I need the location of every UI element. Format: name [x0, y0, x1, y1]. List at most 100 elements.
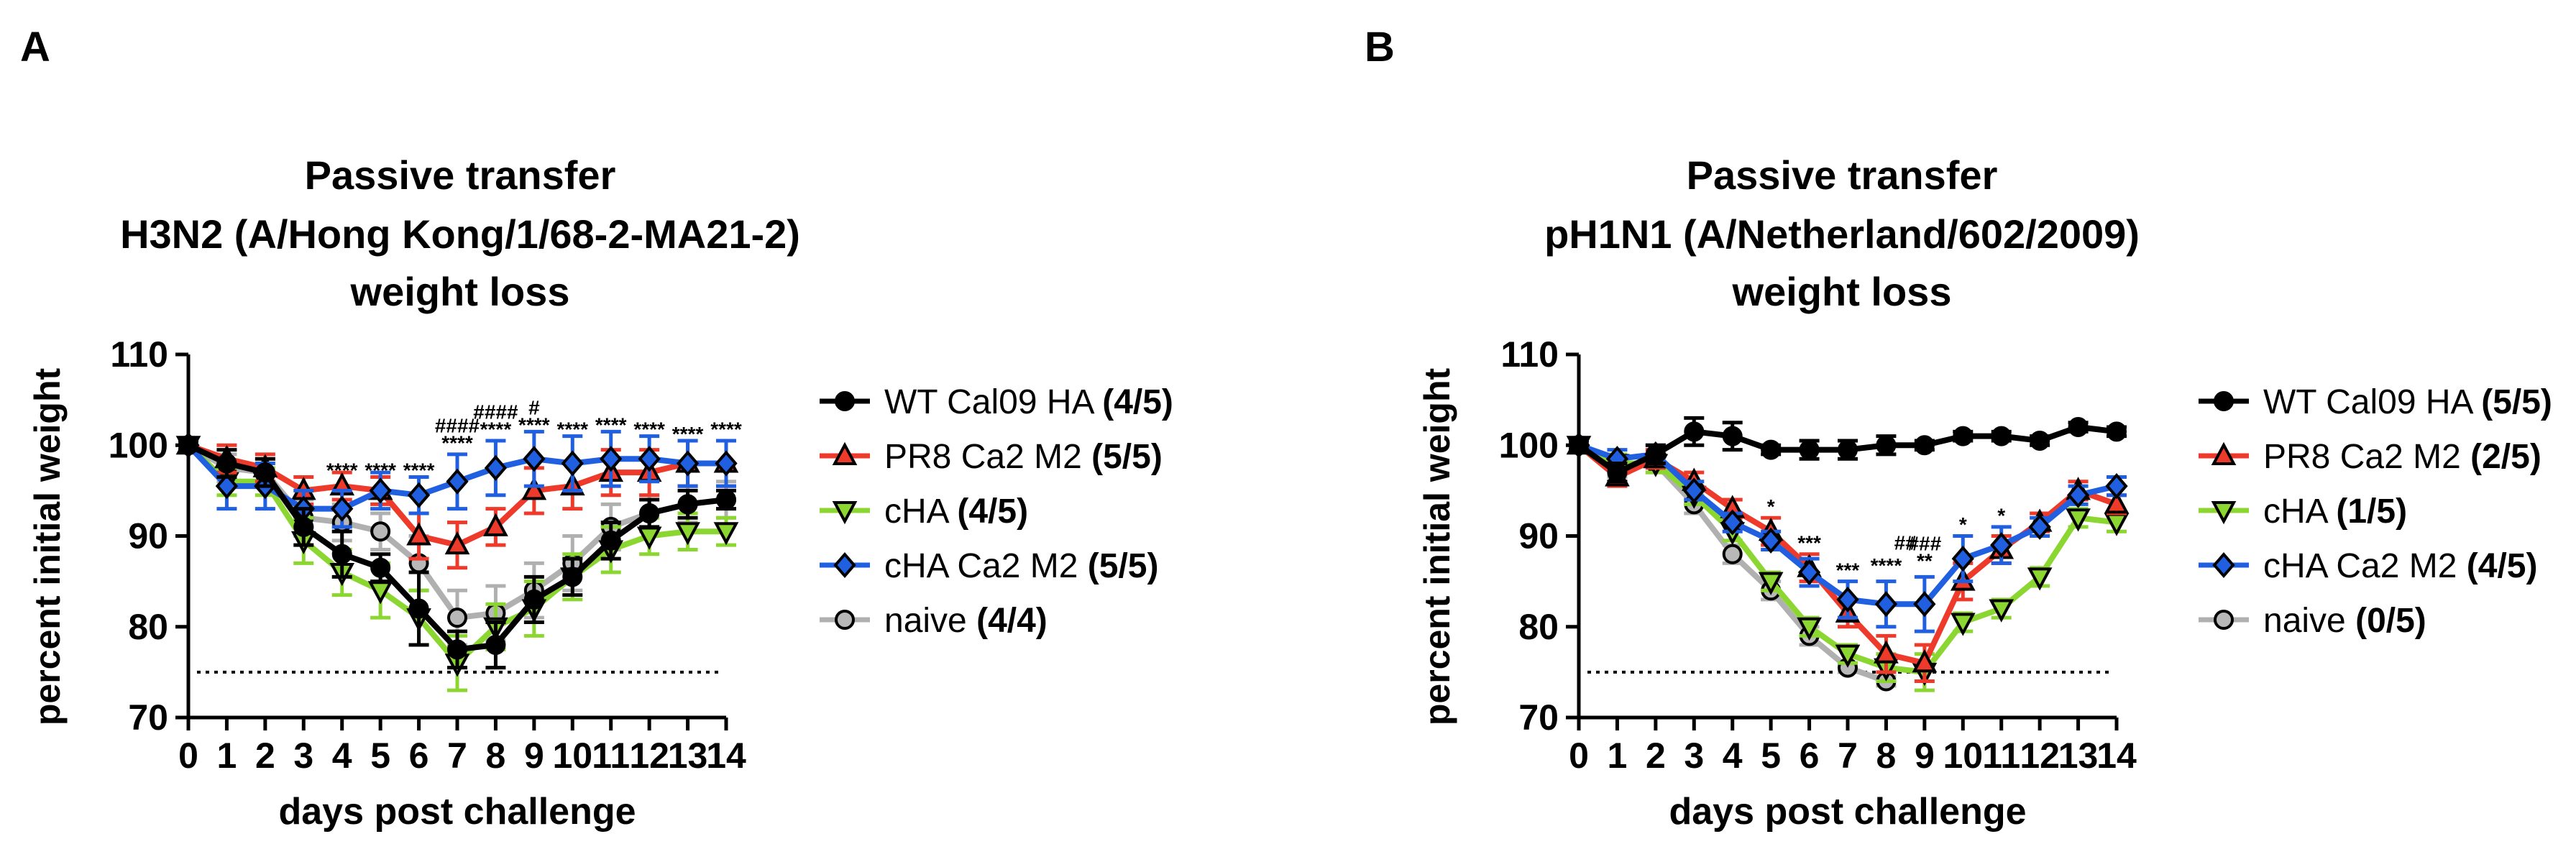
- a-series-wt: [178, 435, 736, 670]
- b-significance-label: *: [1997, 505, 2005, 527]
- b-cha-point: [1797, 617, 1822, 641]
- b-wt-point: [2068, 417, 2089, 437]
- a-significance-label: ****: [441, 432, 473, 454]
- a-y-tick-label: 100: [109, 425, 168, 465]
- b-legend-item-cha: cHA (1/5): [2199, 492, 2407, 531]
- panel-b: B Passive transfer pH1N1 (A/Netherland/6…: [1365, 24, 2552, 833]
- a-wt-point: [485, 635, 506, 655]
- a-x-tick-label: 0: [178, 735, 198, 776]
- b-legend-item-wt: WT Cal09 HA (5/5): [2199, 383, 2552, 421]
- a-legend-survival-wt: (4/5): [1102, 383, 1173, 421]
- a-naive-point: [370, 521, 391, 542]
- b-significance-label: **: [1917, 550, 1933, 572]
- b-cha_ca2-point: [2066, 482, 2090, 508]
- a-cha_ca2-point: [331, 495, 354, 522]
- panel-b-title-line-3: weight loss: [1732, 269, 1952, 314]
- b-y-tick-label: 110: [1500, 334, 1559, 375]
- a-legend-swatch-marker: [835, 610, 855, 630]
- b-cha-point: [1950, 613, 1976, 636]
- panel-b-title-line-1: Passive transfer: [1687, 152, 1998, 198]
- b-cha_ca2-point: [1836, 586, 1859, 613]
- b-cha_ca2-point: [1874, 591, 1898, 618]
- b-x-tick-label: 2: [1646, 735, 1666, 776]
- a-x-tick-label: 4: [332, 735, 352, 776]
- panel-a: A Passive transfer H3N2 (A/Hong Kong/1/6…: [20, 24, 1173, 833]
- b-wt-point: [2107, 421, 2127, 442]
- b-x-tick-label: 4: [1723, 735, 1743, 776]
- b-wt-point: [1607, 462, 1628, 483]
- b-y-axis-label: percent initial weight: [1417, 368, 1457, 726]
- a-significance-label: ****: [595, 413, 627, 436]
- b-y-tick-label: 70: [1518, 697, 1559, 738]
- a-legend-survival-naive: (4/4): [976, 602, 1048, 640]
- b-x-tick-label: 8: [1876, 735, 1897, 776]
- b-wt-point: [1684, 421, 1705, 442]
- b-legend-item-cha_ca2: cHA Ca2 M2 (4/5): [2199, 547, 2537, 585]
- a-pr8-point: [483, 513, 508, 536]
- b-legend-name-wt: WT Cal09 HA: [2263, 383, 2481, 421]
- b-wt-point: [1991, 426, 2012, 446]
- b-y-tick-label: 100: [1499, 425, 1559, 465]
- b-legend-label-pr8: PR8 Ca2 M2 (2/5): [2263, 438, 2541, 476]
- a-x-tick-label: 3: [293, 735, 313, 776]
- a-significance-label: ####: [473, 401, 518, 423]
- a-significance-label: ****: [518, 413, 550, 436]
- a-legend-item-cha: cHA (4/5): [820, 492, 1028, 531]
- b-wt-point: [1914, 435, 1935, 456]
- a-y-tick-label: 70: [128, 697, 168, 738]
- b-legend-survival-cha_ca2: (4/5): [2467, 547, 2538, 585]
- b-cha_ca2-point: [2028, 513, 2051, 540]
- b-pr8-point: [1912, 649, 1938, 673]
- a-legend-item-wt: WT Cal09 HA (4/5): [820, 383, 1173, 421]
- b-legend-survival-cha: (1/5): [2336, 492, 2407, 531]
- b-cha_ca2-point: [1797, 559, 1821, 586]
- b-legend-label-cha: cHA (1/5): [2263, 492, 2407, 531]
- b-legend-label-cha_ca2: cHA Ca2 M2 (4/5): [2263, 547, 2537, 585]
- a-y-tick-label: 80: [128, 607, 168, 647]
- a-legend-name-naive: naive: [884, 602, 976, 640]
- a-pr8-point: [444, 531, 470, 555]
- a-wt-point: [600, 530, 621, 551]
- a-significance-label: ####: [435, 415, 480, 437]
- a-cha_ca2-point: [600, 446, 623, 472]
- a-x-tick-label: 13: [668, 735, 708, 776]
- a-x-tick-label: 14: [706, 735, 746, 776]
- a-x-tick-label: 11: [592, 735, 630, 776]
- b-legend-label-naive: naive (0/5): [2263, 602, 2426, 640]
- b-significance-label: ***: [1797, 531, 1821, 554]
- a-x-tick-label: 8: [486, 735, 506, 776]
- a-wt-point: [216, 453, 237, 474]
- a-naive-point: [447, 608, 467, 628]
- a-significance-label: ****: [556, 418, 588, 441]
- a-cha_ca2-point: [676, 450, 700, 477]
- a-legend-survival-pr8: (5/5): [1091, 438, 1163, 476]
- b-cha_ca2-point: [1990, 532, 2013, 559]
- a-legend-label-cha_ca2: cHA Ca2 M2 (5/5): [884, 547, 1158, 585]
- a-x-tick-label: 7: [447, 735, 467, 776]
- a-legend-item-pr8: PR8 Ca2 M2 (5/5): [820, 438, 1163, 476]
- a-legend-item-cha_ca2: cHA Ca2 M2 (5/5): [820, 547, 1158, 585]
- a-cha_ca2-point: [446, 468, 469, 495]
- a-wt-point: [639, 503, 660, 523]
- panel-a-title-line-2: H3N2 (A/Hong Kong/1/68-2-MA21-2): [120, 211, 800, 257]
- b-cha_ca2-point: [1913, 591, 1936, 618]
- a-x-tick-label: 6: [409, 735, 429, 776]
- a-cha_ca2-point: [638, 446, 661, 472]
- b-cha-point: [1989, 599, 2014, 623]
- b-significance-label: ****: [1871, 554, 1902, 577]
- b-cha_ca2-point: [1759, 527, 1782, 554]
- a-cha_ca2-point: [484, 454, 508, 481]
- b-wt-point: [1799, 439, 1820, 460]
- a-cha_ca2-point: [369, 477, 392, 504]
- b-x-tick-label: 7: [1838, 735, 1858, 776]
- b-cha-point: [2027, 567, 2053, 591]
- a-legend-label-naive: naive (4/4): [884, 602, 1048, 640]
- b-pr8-point: [1874, 640, 1899, 664]
- panel-b-title-line-2: pH1N1 (A/Netherland/602/2009): [1544, 211, 2140, 257]
- b-wt-point: [1569, 435, 1589, 456]
- b-legend-swatch-marker: [2211, 441, 2237, 465]
- b-x-tick-label: 10: [1943, 735, 1983, 776]
- a-pr8-point: [406, 522, 431, 546]
